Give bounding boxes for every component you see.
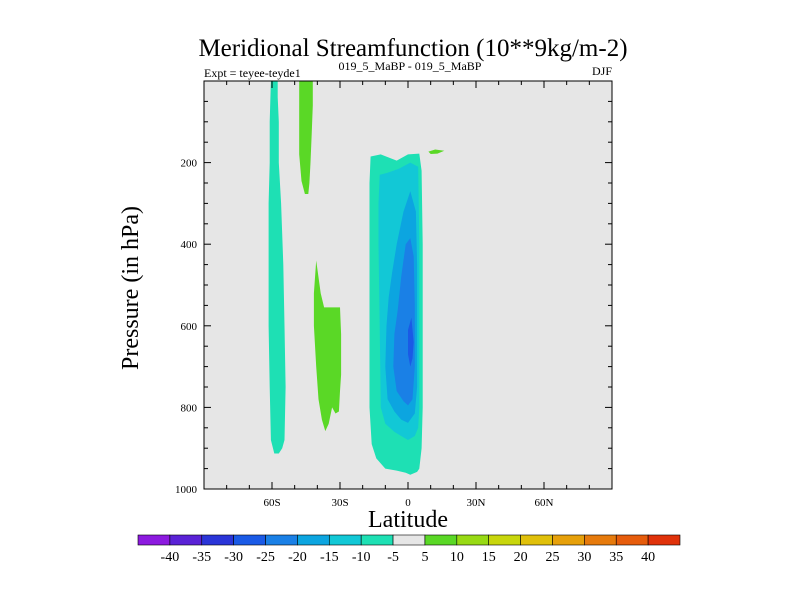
colorbar-label: -25 (256, 550, 275, 565)
colorbar-box (552, 534, 585, 546)
colorbar-label: 40 (641, 550, 655, 565)
colorbar-box (265, 534, 298, 546)
colorbar-box (201, 534, 234, 546)
x-tick-label: 60N (535, 497, 554, 509)
colorbar-box (169, 534, 203, 546)
colorbar-box (584, 534, 617, 546)
colorbar-label: -20 (288, 550, 307, 565)
y-tick-label: 400 (181, 239, 198, 251)
colorbar-label: 25 (545, 550, 559, 565)
colorbar-box (297, 534, 330, 546)
colorbar-label: -30 (224, 550, 243, 565)
colorbar-box (233, 534, 266, 546)
colorbar-label: 20 (514, 550, 528, 565)
axis-ticks: 60S 30S 0 30N 60N 200 400 600 800 1000 (175, 81, 612, 509)
colorbar-box (488, 534, 521, 546)
colorbar-box (647, 534, 681, 546)
sh-upper-positive (299, 81, 313, 194)
x-axis-title: Latitude (368, 507, 448, 533)
colorbar-box (360, 534, 394, 546)
colorbar-box (424, 534, 458, 546)
y-tick-label: 1000 (175, 484, 198, 496)
contour-fills (268, 81, 445, 475)
colorbar-label: 15 (482, 550, 496, 565)
y-tick-label: 600 (181, 321, 198, 333)
colorbar-label: 10 (450, 550, 464, 565)
colorbar-label: -10 (352, 550, 371, 565)
colorbar-box (137, 534, 171, 546)
hadley-minus20 (393, 238, 415, 406)
x-tick-label: 0 (405, 497, 411, 509)
x-tick-label: 60S (263, 497, 280, 509)
chart-title: Meridional Streamfunction (10**9kg/m-2) (198, 35, 627, 62)
period-label: 019_5_MaBP - 019_5_MaBP (339, 59, 482, 73)
colorbar-box (520, 534, 553, 546)
colorbar-box (615, 534, 649, 546)
experiment-label: Expt = teyee-teyde1 (204, 66, 301, 80)
hadley-minus25 (408, 317, 414, 367)
x-tick-label: 30N (467, 497, 486, 509)
colorbar-label: 5 (421, 550, 428, 565)
colorbar-label: 35 (609, 550, 623, 565)
sh-mid-positive (313, 260, 342, 432)
colorbar-box (456, 534, 490, 546)
x-tick-label: 30S (331, 497, 348, 509)
colorbar-label: -15 (320, 550, 339, 565)
colorbar-box (392, 534, 426, 546)
colorbar-label: 30 (577, 550, 591, 565)
y-tick-label: 200 (181, 158, 198, 170)
nh-upper-positive (428, 149, 445, 154)
sh-high-lat-cell (268, 81, 286, 454)
colorbar-label: -35 (192, 550, 211, 565)
colorbar-label: -5 (387, 550, 399, 565)
y-tick-label: 800 (181, 402, 198, 414)
colorbar-box (328, 534, 362, 546)
y-axis-title: Pressure (in hPa) (118, 206, 144, 370)
colorbar: -40 -35 -30 -25 -20 -15 -10 -5 5 10 15 20 25 30 35 40 (137, 534, 681, 565)
colorbar-label: -40 (161, 550, 180, 565)
season-label: DJF (592, 64, 612, 78)
